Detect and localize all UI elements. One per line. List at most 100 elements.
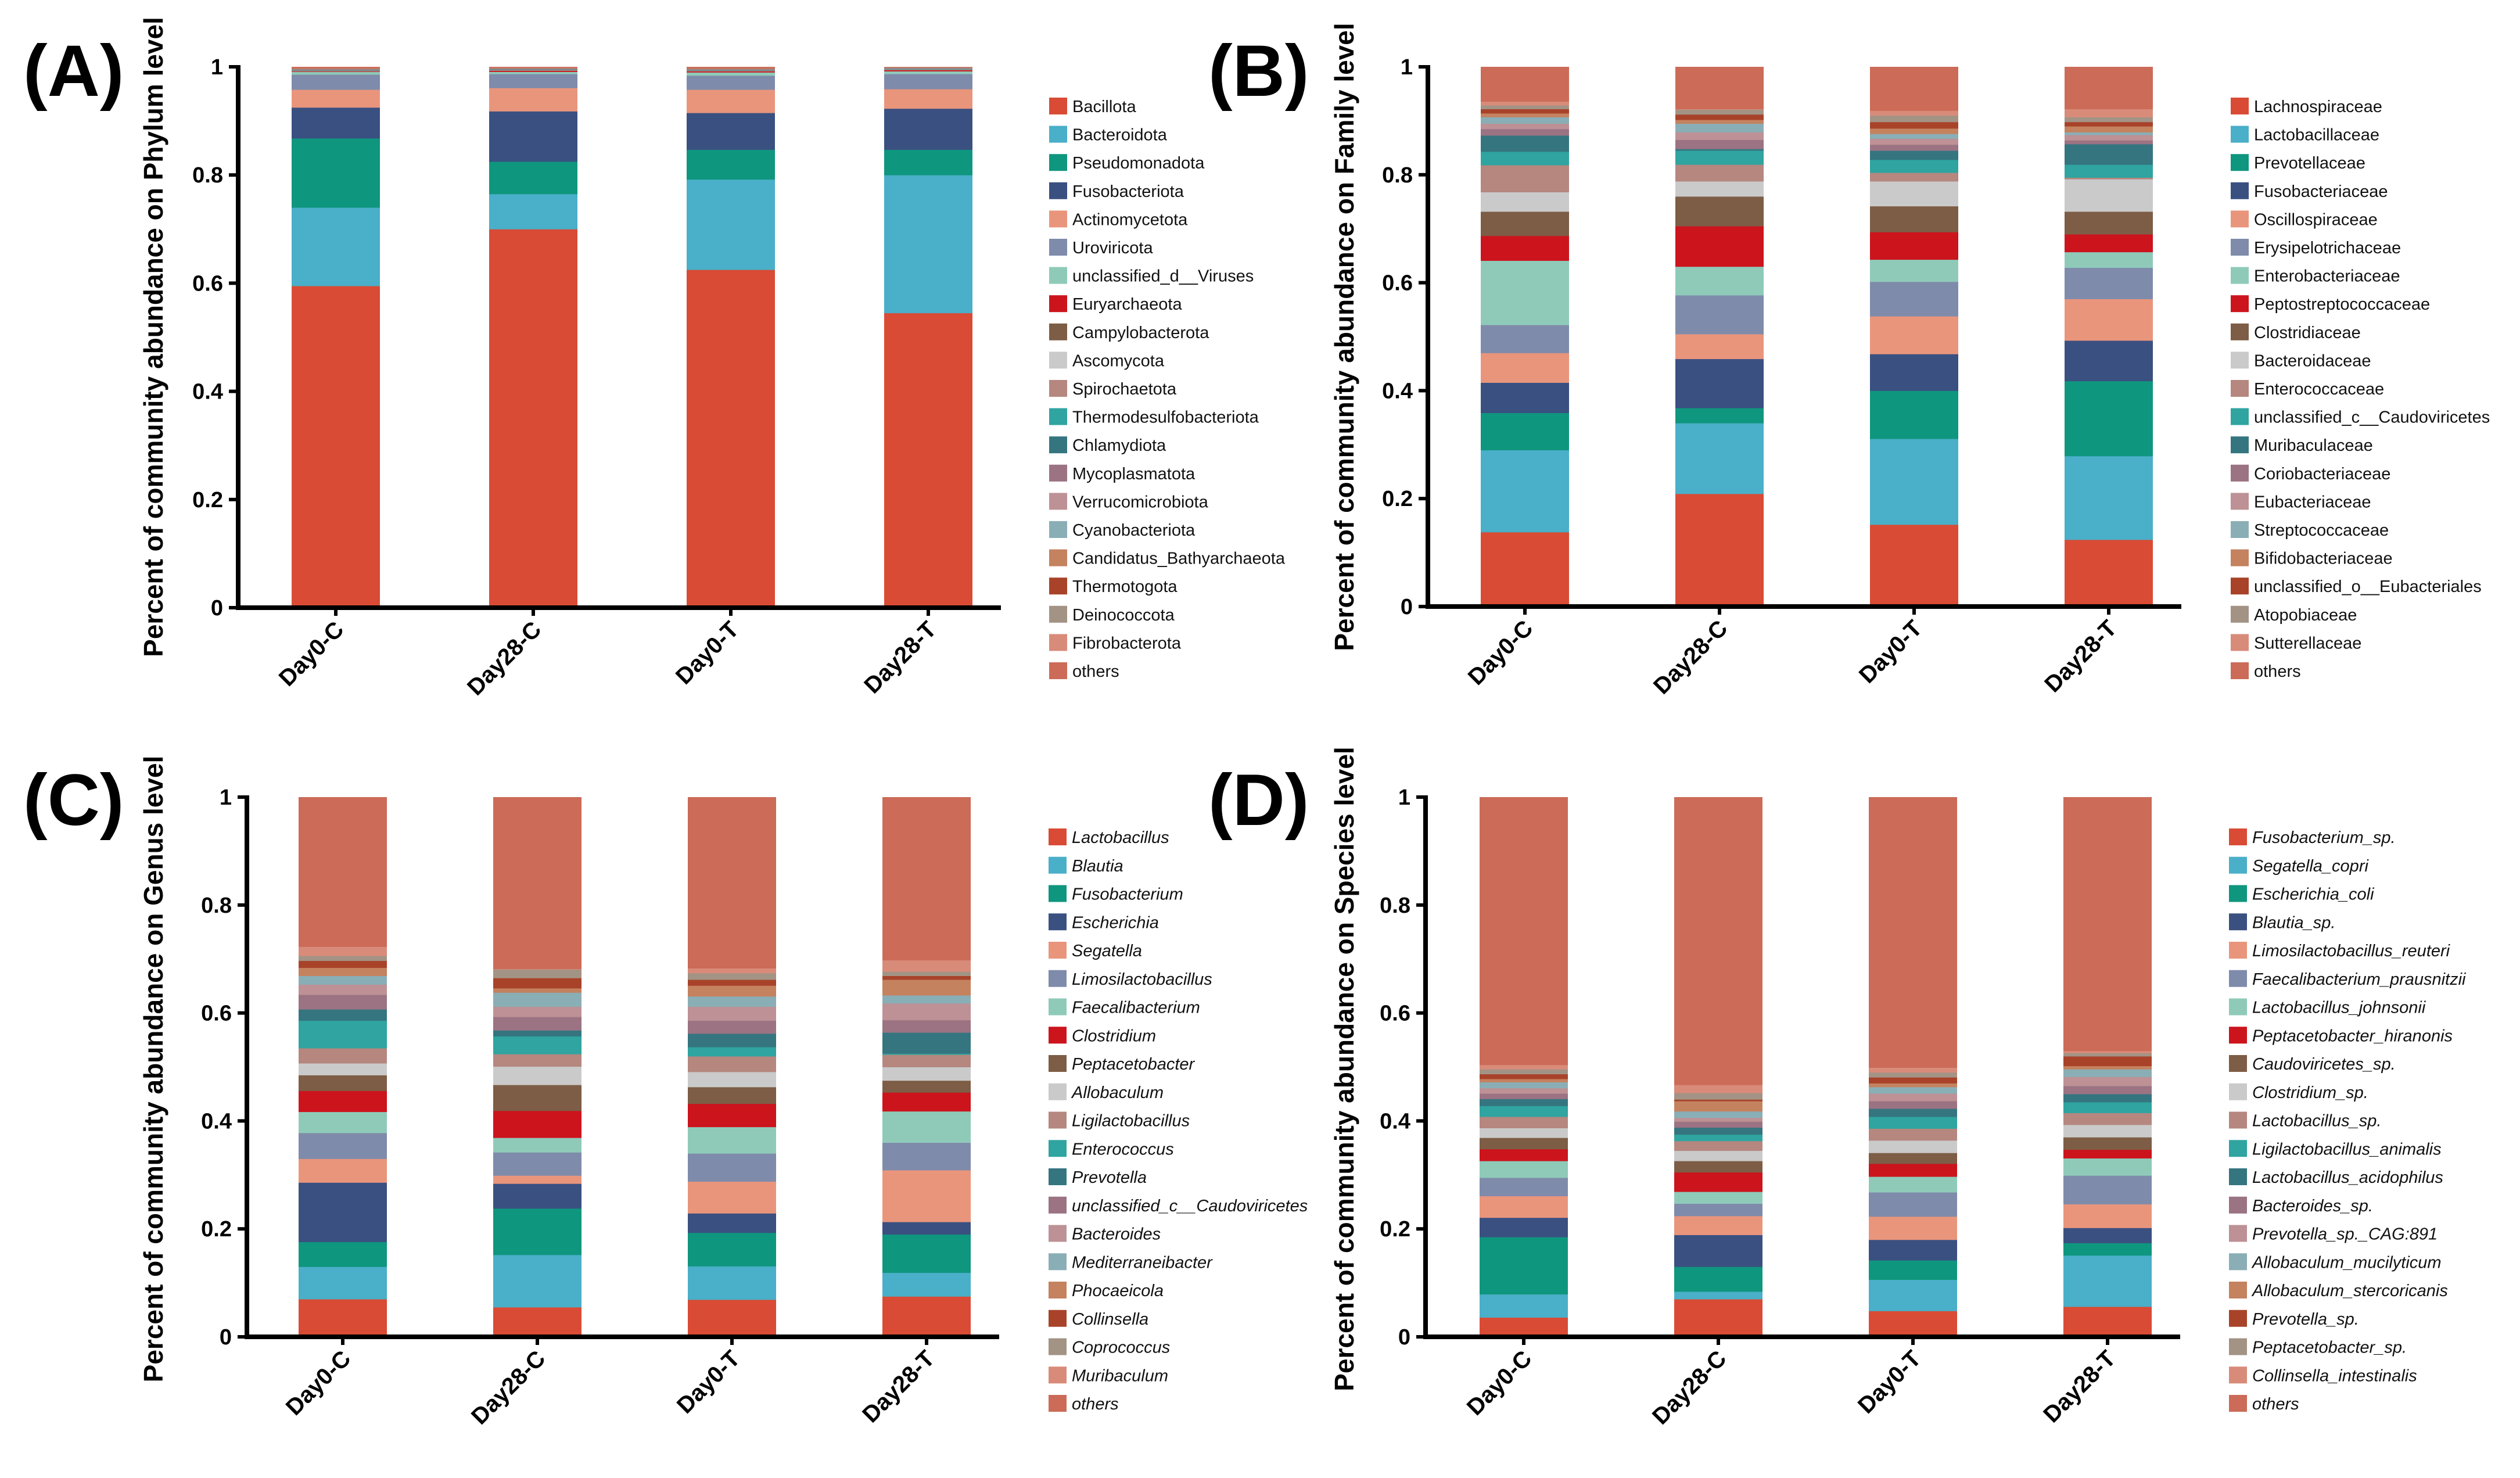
legend-item: Collinsella_intestinalis: [2229, 1366, 2417, 1385]
legend-item: Lactobacillus_acidophilus: [2229, 1168, 2443, 1187]
bar-segment: [1480, 1138, 1568, 1150]
legend-label: Candidatus_Bathyarchaeota: [1072, 550, 1286, 568]
legend-item: Deinococcota: [1049, 605, 1175, 625]
legend-swatch: [1049, 828, 1067, 845]
y-tick-label: 1: [220, 785, 232, 810]
bar-segment: [1481, 211, 1569, 236]
legend-item: Bacteroidaceae: [2231, 351, 2371, 370]
legend-swatch: [1049, 913, 1067, 931]
bar-segment: [882, 1020, 971, 1033]
bar-segment: [493, 1183, 581, 1209]
y-tick-label: 0.8: [1380, 894, 1410, 918]
legend-swatch: [2229, 1027, 2247, 1044]
legend-label: unclassified_c__Caudoviricetes: [1072, 1197, 1308, 1215]
bar-segment: [882, 980, 971, 996]
bar-segment: [489, 88, 577, 112]
bar-segment: [1869, 1067, 1957, 1073]
bar-segment: [489, 229, 577, 608]
legend-item: Mycoplasmatota: [1049, 464, 1196, 483]
bar-segment: [1869, 1153, 1957, 1164]
bar-segment: [1674, 1127, 1762, 1135]
bar-segment: [1674, 1134, 1762, 1142]
bar-segment: [1674, 1267, 1762, 1292]
legend-label: Fusobacteriota: [1072, 182, 1184, 201]
legend-label: Collinsella: [1072, 1310, 1148, 1329]
bar-segment: [493, 1066, 581, 1085]
legend-item: Prevotellaceae: [2231, 154, 2365, 173]
legend-swatch: [1049, 493, 1067, 510]
bar-segment: [884, 149, 972, 175]
bar-segment: [299, 1047, 387, 1064]
bar-segment: [884, 313, 972, 608]
legend: Lactobacillus Blautia Fusobacterium Escheri…: [1049, 828, 1308, 1414]
bar-segment: [1480, 1078, 1568, 1083]
legend-item: Lactobacillaceae: [2231, 125, 2379, 145]
bar-segment: [1480, 1064, 1568, 1070]
legend-item: Enterobacteriaceae: [2231, 267, 2400, 286]
legend-swatch: [2229, 1282, 2247, 1298]
x-tick-label: Day0-C: [1463, 615, 1538, 690]
legend-item: Coprococcus: [1049, 1338, 1170, 1357]
bar-segment: [292, 107, 380, 139]
legend-label: Euryarchaeota: [1072, 295, 1182, 314]
bar-segment: [299, 1009, 387, 1021]
bar-segment: [688, 1006, 776, 1021]
legend-swatch: [1049, 1140, 1067, 1157]
legend-label: Enterococcaceae: [2254, 380, 2384, 399]
legend-swatch: [1049, 295, 1067, 313]
x-tick-label: Day28-C: [462, 616, 546, 700]
legend-item: Bacteroides_sp.: [2229, 1196, 2373, 1215]
bar-segment: [489, 71, 577, 74]
legend-swatch: [1049, 1395, 1067, 1412]
bar-segment: [1481, 109, 1569, 114]
legend-swatch: [1049, 1366, 1067, 1384]
legend-item: Fusobacteriota: [1049, 182, 1184, 201]
bar-segment: [1869, 1176, 1957, 1193]
bar-segment: [493, 988, 581, 993]
legend-label: others: [2252, 1395, 2299, 1414]
bar-segment: [292, 286, 380, 608]
x-tick-label: Day0-C: [281, 1346, 356, 1420]
bar-segment: [2063, 1255, 2152, 1307]
bar-segment: [688, 968, 776, 974]
bar-segment: [1869, 1093, 1957, 1102]
bar-segment: [882, 995, 971, 1004]
x-tick-label: Day0-T: [671, 616, 744, 689]
legend-label: Bacteroidaceae: [2254, 351, 2371, 370]
legend-swatch: [1049, 634, 1067, 651]
legend-swatch: [2231, 408, 2249, 425]
legend-item: Peptacetobacter_sp.: [2229, 1338, 2407, 1357]
bar-segment: [1481, 117, 1569, 124]
bar-segment: [1481, 151, 1569, 166]
bar-segment: [2065, 177, 2153, 180]
legend-label: Erysipelotrichaceae: [2254, 239, 2401, 257]
legend-label: Allobaculum: [1071, 1084, 1164, 1102]
legend-label: Mycoplasmatota: [1072, 465, 1196, 483]
bar-segment: [882, 960, 971, 972]
bar-segment: [2065, 455, 2153, 540]
bar-segment: [2065, 67, 2153, 109]
bar-segment: [1481, 113, 1569, 117]
bar-segment: [1480, 1099, 1568, 1106]
bar-segment: [882, 1170, 971, 1222]
legend-item: Candidatus_Bathyarchaeota: [1049, 549, 1286, 568]
bar-segment: [1675, 333, 1764, 360]
legend-item: Phocaeicola: [1049, 1282, 1164, 1300]
bar-segment: [1481, 235, 1569, 261]
bar-segment: [1675, 423, 1764, 494]
bar-segment: [1480, 1074, 1568, 1079]
bar-segment: [882, 971, 971, 976]
legend-label: Streptococcaceae: [2254, 521, 2389, 540]
legend-label: Faecalibacterium: [1072, 999, 1200, 1017]
legend-swatch: [2231, 521, 2249, 538]
bar-segment: [493, 978, 581, 989]
bar-segment: [1869, 1192, 1957, 1217]
legend-label: Lactobacillus_johnsonii: [2252, 999, 2426, 1017]
legend-swatch: [1049, 577, 1067, 595]
bar-segment: [1481, 450, 1569, 533]
bar-segment: [688, 1213, 776, 1233]
legend-swatch: [2229, 1366, 2247, 1384]
legend: Bacillota Bacteroidota Pseudomonadota Fusob…: [1049, 98, 1286, 681]
legend-swatch: [1049, 154, 1067, 171]
